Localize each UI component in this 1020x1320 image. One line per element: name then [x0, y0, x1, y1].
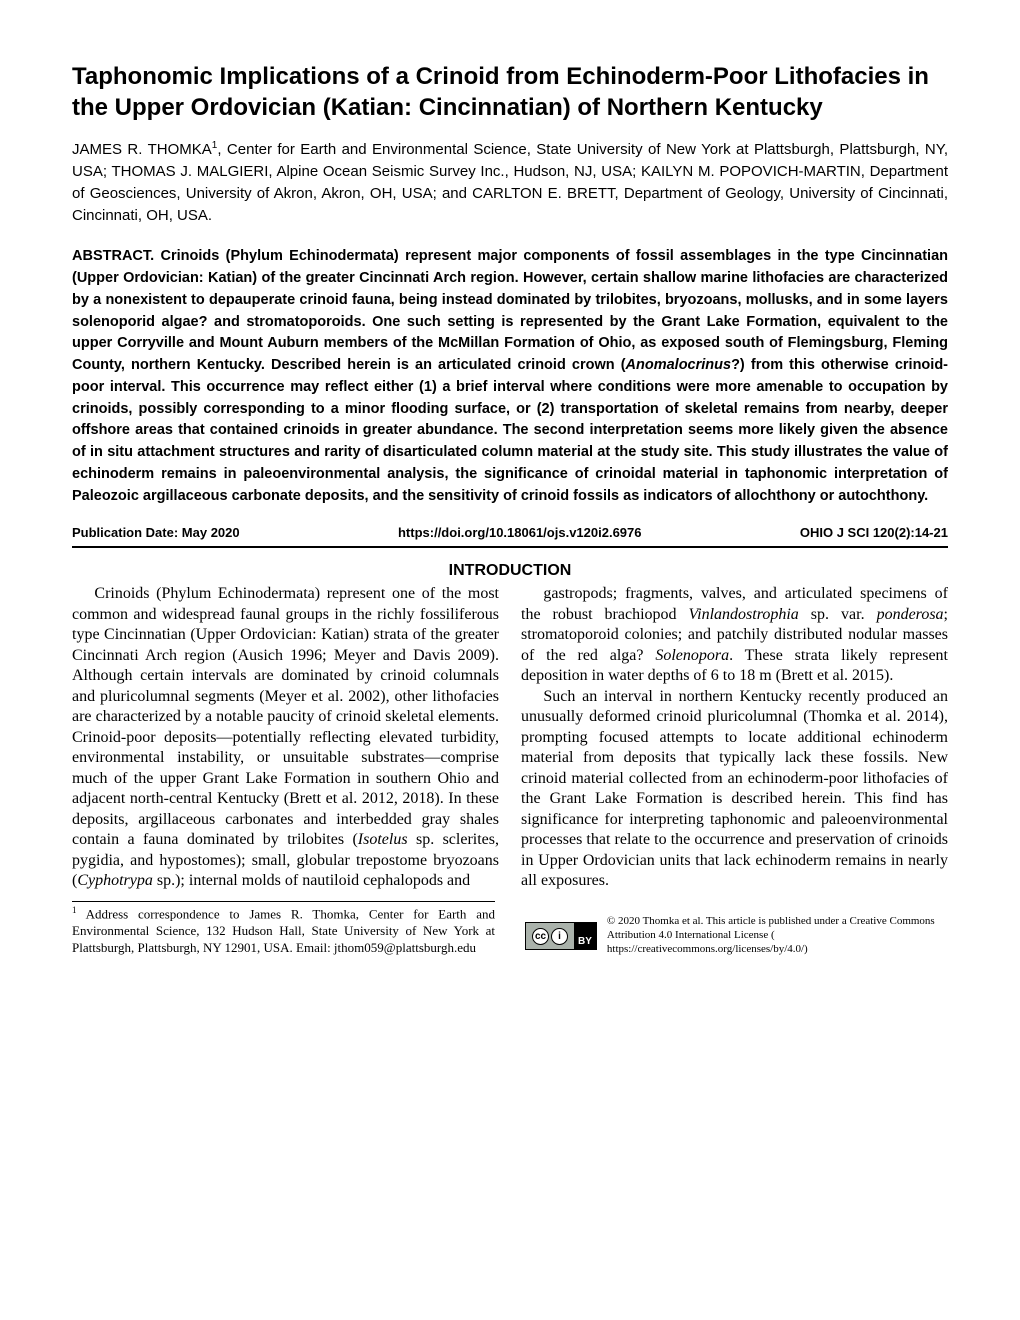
license-block: cc i BY © 2020 Thomka et al. This articl…: [525, 915, 948, 956]
pub-date: Publication Date: May 2020: [72, 525, 240, 540]
section-heading-introduction: INTRODUCTION: [72, 562, 948, 580]
cc-circle-by-icon: i: [551, 928, 568, 945]
body-paragraph: Such an interval in northern Kentucky re…: [521, 687, 948, 892]
article-title: Taphonomic Implications of a Crinoid fro…: [72, 62, 948, 123]
abstract: ABSTRACT. Crinoids (Phylum Echinodermata…: [72, 246, 948, 507]
pub-citation: OHIO J SCI 120(2):14-21: [800, 525, 948, 540]
body-paragraph: Crinoids (Phylum Echinodermata) represen…: [72, 584, 499, 891]
pub-doi[interactable]: https://doi.org/10.18061/ojs.v120i2.6976: [398, 525, 642, 540]
body-paragraph: gastropods; fragments, valves, and artic…: [521, 584, 948, 686]
author-line: JAMES R. THOMKA1, Center for Earth and E…: [72, 139, 948, 226]
footer-row: 1 Address correspondence to James R. Tho…: [72, 901, 948, 956]
cc-badge-left: cc i: [526, 923, 574, 949]
body-columns: Crinoids (Phylum Echinodermata) represen…: [72, 584, 948, 891]
correspondence-footnote: 1 Address correspondence to James R. Tho…: [72, 901, 495, 956]
cc-badge-by-label: BY: [574, 923, 596, 949]
license-text: © 2020 Thomka et al. This article is pub…: [607, 915, 948, 956]
cc-circle-cc-icon: cc: [532, 928, 549, 945]
publication-line: Publication Date: May 2020 https://doi.o…: [72, 523, 948, 548]
cc-badge-icon: cc i BY: [525, 922, 597, 950]
